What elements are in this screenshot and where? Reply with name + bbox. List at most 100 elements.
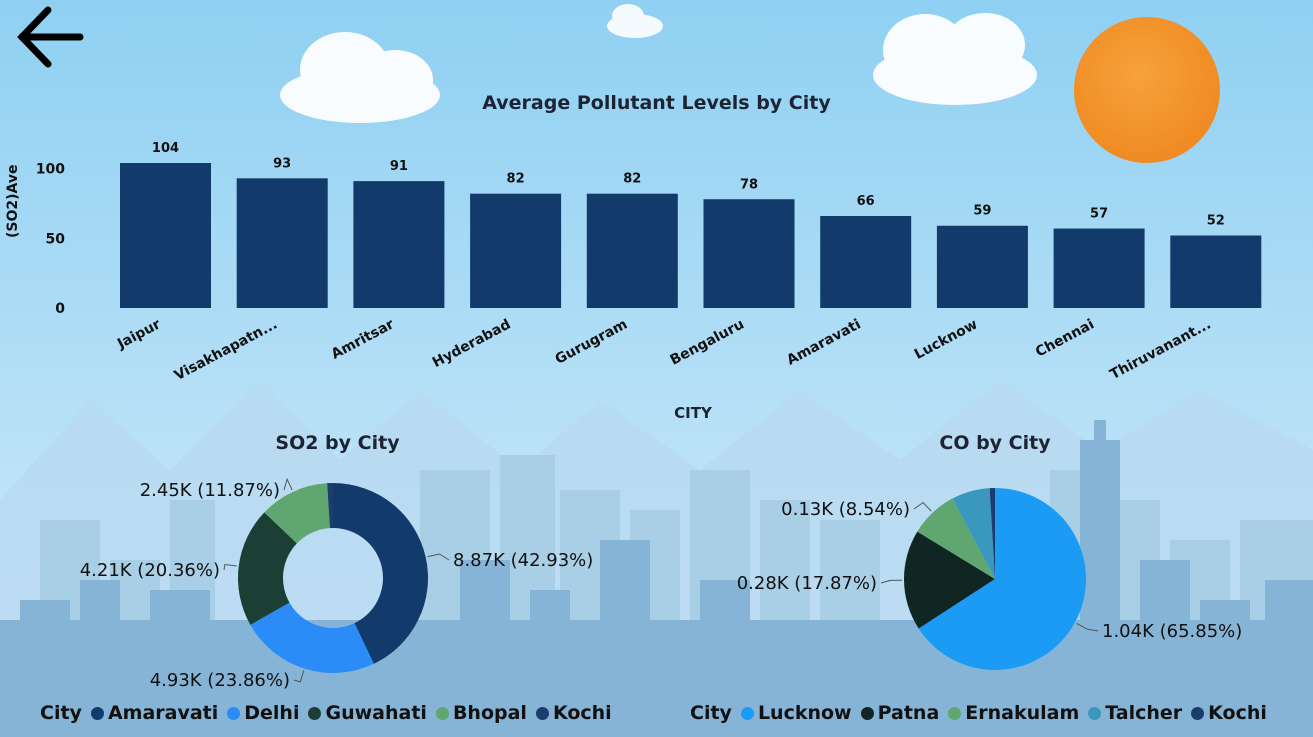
bar-data-label: 82 bbox=[507, 172, 525, 187]
legend-swatch bbox=[308, 706, 322, 720]
bar bbox=[1170, 235, 1262, 308]
x-tick-label: Amaravati bbox=[784, 316, 863, 368]
bar-data-label: 66 bbox=[857, 194, 875, 209]
slice-data-label: 0.28K (17.87%) bbox=[737, 573, 877, 594]
bar bbox=[1053, 228, 1145, 308]
so2-chart-title: SO2 by City bbox=[275, 432, 400, 454]
legend-item: Bhopal bbox=[435, 702, 527, 724]
legend-swatch bbox=[227, 706, 241, 720]
so2-legend: City Amaravati Delhi Guwahati Bhopal Kochi bbox=[40, 702, 612, 724]
legend-label: Amaravati bbox=[107, 702, 219, 724]
leader-line bbox=[283, 477, 293, 491]
x-tick-label: Jaipur bbox=[114, 316, 163, 352]
legend-label: Kochi bbox=[552, 702, 612, 724]
y-tick-label: 100 bbox=[36, 162, 65, 178]
legend-label: Delhi bbox=[244, 702, 300, 724]
leader-line bbox=[223, 563, 237, 571]
pie-slice bbox=[903, 531, 995, 629]
cloud bbox=[873, 13, 1037, 105]
x-tick-label: Lucknow bbox=[912, 316, 981, 363]
x-tick-label: Gurugram bbox=[553, 316, 631, 367]
legend-item: Delhi bbox=[227, 702, 299, 724]
legend-swatch bbox=[1088, 706, 1102, 720]
pie-slice bbox=[918, 488, 1087, 671]
leader-line bbox=[1076, 622, 1099, 632]
bar bbox=[936, 225, 1028, 308]
leader-line bbox=[880, 579, 903, 584]
legend-item: Ernakulam bbox=[948, 702, 1079, 724]
bar-data-label: 52 bbox=[1207, 214, 1225, 229]
x-tick-label: Chennai bbox=[1033, 316, 1097, 360]
bar bbox=[120, 163, 211, 308]
bar bbox=[353, 181, 445, 308]
legend-label: Guwahati bbox=[325, 702, 427, 724]
legend-swatch bbox=[948, 706, 962, 720]
slice-data-label: 8.87K (42.93%) bbox=[453, 550, 593, 571]
legend-item: Amaravati bbox=[90, 702, 219, 724]
legend-item: Talcher bbox=[1088, 702, 1182, 724]
bar-data-label: 91 bbox=[390, 159, 408, 174]
x-tick-label: Hyderabad bbox=[430, 316, 514, 371]
bar-data-label: 93 bbox=[273, 156, 291, 171]
legend-item: Patna bbox=[860, 702, 940, 724]
slice-data-label: 4.93K (23.86%) bbox=[150, 670, 290, 691]
legend-item: Lucknow bbox=[740, 702, 852, 724]
legend-swatch bbox=[90, 706, 104, 720]
legend-swatch bbox=[860, 706, 874, 720]
legend-label: Bhopal bbox=[452, 702, 527, 724]
bar-data-label: 57 bbox=[1090, 207, 1108, 222]
leader-line bbox=[427, 553, 450, 561]
so2-legend-title: City bbox=[40, 702, 82, 724]
pie-slice bbox=[250, 602, 374, 673]
leader-line bbox=[293, 670, 305, 683]
pie-slice bbox=[917, 498, 995, 579]
legend-label: Talcher bbox=[1105, 702, 1183, 724]
sun bbox=[1074, 17, 1220, 163]
bar-chart-title: Average Pollutant Levels by City bbox=[482, 92, 831, 114]
slice-data-label: 1.04K (65.85%) bbox=[1102, 621, 1242, 642]
pie-slice bbox=[237, 512, 297, 625]
bar-data-label: 78 bbox=[740, 177, 758, 192]
bar bbox=[236, 178, 328, 308]
co-legend-title: City bbox=[690, 702, 732, 724]
co-chart-title: CO by City bbox=[939, 432, 1051, 454]
bar-chart-x-axis-label: CITY bbox=[674, 404, 712, 422]
legend-item: Guwahati bbox=[308, 702, 427, 724]
leader-line bbox=[913, 501, 932, 512]
cloud bbox=[280, 32, 440, 123]
bar-data-label: 104 bbox=[152, 141, 179, 156]
bar bbox=[470, 193, 562, 308]
slice-data-label: 2.45K (11.87%) bbox=[140, 480, 280, 501]
x-tick-label: Thiruvanant... bbox=[1107, 316, 1213, 383]
x-tick-label: Visakhapatn... bbox=[172, 316, 280, 384]
legend-label: Patna bbox=[877, 702, 940, 724]
cloud bbox=[607, 4, 663, 38]
legend-label: Ernakulam bbox=[965, 702, 1080, 724]
back-button[interactable] bbox=[14, 4, 86, 70]
slice-data-label: 4.21K (20.36%) bbox=[80, 560, 220, 581]
legend-swatch bbox=[1191, 706, 1205, 720]
legend-label: Lucknow bbox=[757, 702, 852, 724]
bar bbox=[820, 215, 912, 308]
slice-data-label: 0.13K (8.54%) bbox=[781, 499, 910, 520]
pie-slice bbox=[952, 488, 995, 579]
legend-swatch bbox=[435, 706, 449, 720]
pie-slice bbox=[264, 483, 330, 544]
legend-label: Kochi bbox=[1208, 702, 1267, 724]
x-tick-label: Bengaluru bbox=[668, 316, 747, 368]
bar bbox=[586, 193, 678, 308]
y-tick-label: 0 bbox=[55, 301, 65, 317]
arrow-left-icon bbox=[17, 6, 84, 68]
x-tick-label: Amritsar bbox=[329, 316, 397, 362]
legend-item: Kochi bbox=[1191, 702, 1267, 724]
bar bbox=[703, 199, 795, 308]
co-legend: City Lucknow Patna Ernakulam Talcher Kochi bbox=[690, 702, 1267, 724]
y-tick-label: 50 bbox=[46, 231, 66, 247]
pie-slice bbox=[989, 488, 995, 579]
legend-swatch bbox=[740, 706, 754, 720]
pie-slice bbox=[333, 483, 428, 664]
pie-slice bbox=[327, 483, 333, 529]
legend-swatch bbox=[535, 706, 549, 720]
